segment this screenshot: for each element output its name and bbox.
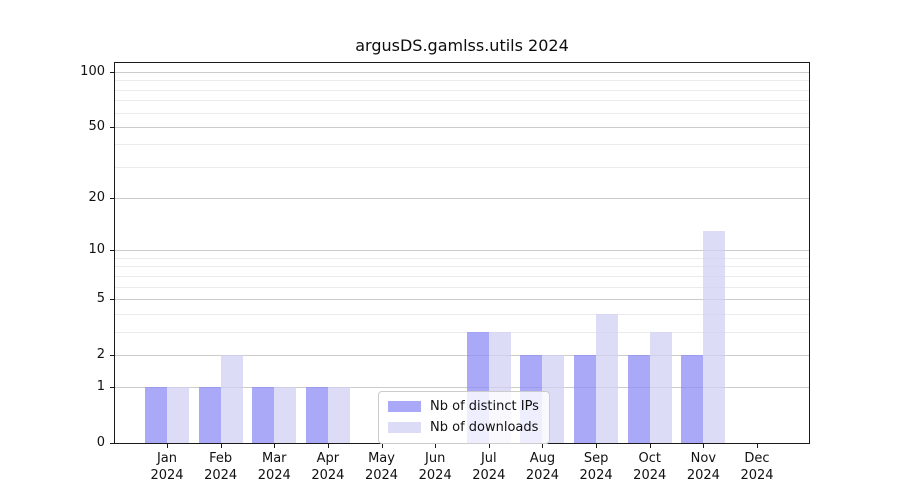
x-axis-tick: [435, 444, 437, 448]
x-axis-tick: [596, 444, 598, 448]
gridline-minor: [115, 100, 809, 102]
legend-label-distinct-ips: Nb of distinct IPs: [430, 399, 539, 414]
x-axis-tick: [649, 444, 651, 448]
gridline-major: [115, 126, 809, 128]
gridline-major: [115, 387, 809, 389]
legend-swatch-downloads-icon: [388, 422, 421, 433]
y-axis-tick: [110, 354, 114, 356]
bar-nb-of-distinct-ips-oct: [627, 354, 650, 443]
gridline-minor: [115, 257, 809, 259]
x-tick-label-nov: Nov 2024: [686, 451, 720, 483]
legend-entry-distinct-ips: Nb of distinct IPs: [388, 396, 539, 417]
bar-nb-of-downloads-oct: [649, 331, 672, 443]
x-tick-label-dec: Dec 2024: [740, 451, 774, 483]
bar-nb-of-distinct-ips-feb: [198, 387, 221, 443]
gridline-minor: [115, 144, 809, 146]
y-tick-label: 1: [96, 379, 105, 395]
x-tick-label-apr: Apr 2024: [311, 451, 345, 483]
x-axis-tick: [381, 444, 383, 448]
y-axis-tick: [110, 198, 114, 200]
y-tick-label: 0: [96, 435, 105, 450]
x-axis-tick: [167, 444, 168, 448]
x-tick-label-jan: Jan 2024: [150, 451, 184, 483]
bar-nb-of-distinct-ips-mar: [252, 387, 275, 443]
legend-swatch-distinct-ips-icon: [388, 401, 421, 412]
gridline-major: [115, 354, 809, 356]
bar-nb-of-distinct-ips-jan: [145, 387, 167, 443]
x-axis-tick: [757, 444, 758, 448]
x-tick-label-mar: Mar 2024: [257, 451, 291, 483]
legend-entry-downloads: Nb of downloads: [388, 417, 539, 438]
bar-nb-of-downloads-jan: [167, 387, 189, 443]
gridline-minor: [115, 112, 809, 114]
gridline-minor: [115, 89, 809, 91]
gridline-minor: [115, 313, 809, 315]
gridline-minor: [115, 266, 809, 268]
gridline-major: [115, 198, 809, 200]
bar-nb-of-downloads-feb: [220, 354, 243, 443]
y-tick-label: 5: [96, 290, 105, 306]
gridline-major: [115, 72, 809, 74]
gridline-major: [115, 298, 809, 300]
y-tick-label: 100: [80, 64, 105, 80]
y-axis-tick: [110, 387, 114, 389]
gridline-minor: [115, 166, 809, 168]
x-axis-tick: [274, 444, 276, 448]
x-tick-label-feb: Feb 2024: [204, 451, 238, 483]
bar-nb-of-distinct-ips-apr: [305, 387, 328, 443]
y-axis-tick: [110, 250, 114, 252]
gridline-minor: [115, 286, 809, 288]
x-tick-label-oct: Oct 2024: [633, 451, 667, 483]
bar-nb-of-downloads-sep: [596, 313, 619, 443]
x-axis-tick: [327, 444, 329, 448]
chart-title: argusDS.gamlss.utils 2024: [355, 36, 569, 55]
legend-label-downloads: Nb of downloads: [430, 420, 539, 435]
x-axis-tick: [703, 444, 705, 448]
bar-nb-of-downloads-nov: [703, 230, 726, 443]
gridline-minor: [115, 80, 809, 82]
x-tick-label-aug: Aug 2024: [525, 451, 559, 483]
y-tick-label: 20: [88, 190, 105, 206]
x-tick-label-jul: Jul 2024: [472, 451, 506, 483]
bar-nb-of-distinct-ips-sep: [574, 354, 597, 443]
y-axis-tick: [110, 126, 114, 128]
x-tick-label-sep: Sep 2024: [579, 451, 613, 483]
gridline-minor: [115, 331, 809, 333]
y-axis-tick: [110, 298, 114, 300]
y-tick-label: 2: [96, 346, 105, 362]
y-axis-tick: [110, 443, 114, 444]
y-axis-tick: [110, 72, 114, 74]
legend: Nb of distinct IPs Nb of downloads: [378, 391, 550, 444]
x-axis-tick: [542, 444, 544, 448]
bar-nb-of-downloads-mar: [274, 387, 297, 443]
x-tick-label-may: May 2024: [364, 451, 399, 483]
bar-nb-of-distinct-ips-nov: [681, 354, 704, 443]
gridline-minor: [115, 275, 809, 277]
x-tick-label-jun: Jun 2024: [418, 451, 452, 483]
gridline-major: [115, 250, 809, 252]
plot-area: [114, 62, 810, 444]
x-axis-tick: [488, 444, 490, 448]
x-axis-tick: [220, 444, 222, 448]
y-tick-label: 10: [88, 242, 105, 258]
bar-nb-of-downloads-apr: [327, 387, 350, 443]
y-tick-label: 50: [88, 118, 105, 134]
